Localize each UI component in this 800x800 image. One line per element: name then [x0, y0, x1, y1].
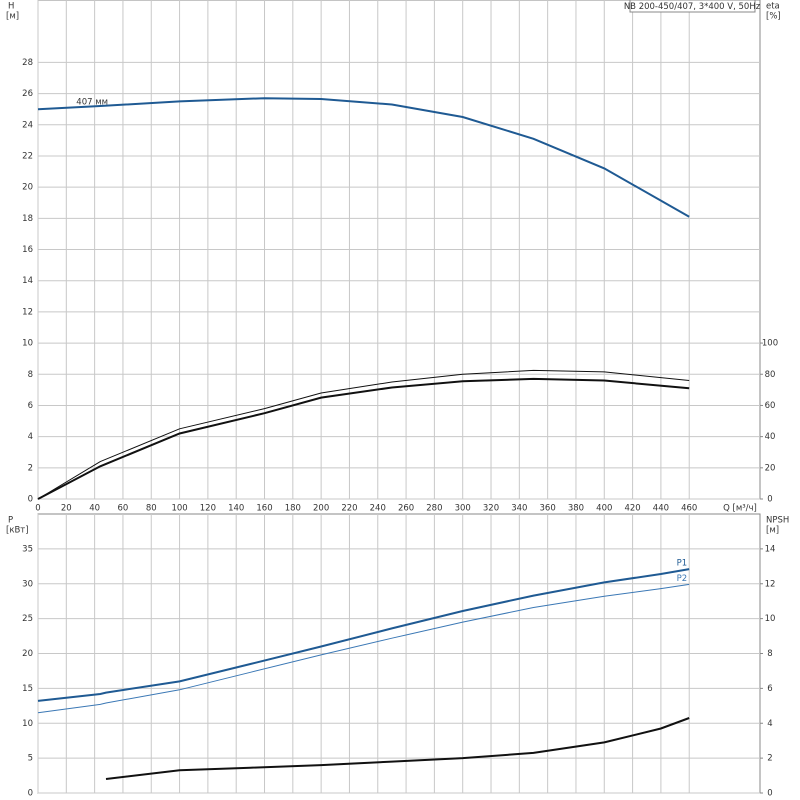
series-label: P2	[677, 574, 688, 584]
y-tick-label: 24	[22, 120, 33, 130]
x-tick-label: 100	[171, 504, 187, 514]
y-tick-label: 10	[22, 339, 33, 349]
y-tick-label: 6	[28, 401, 33, 411]
x-tick-label: 200	[313, 504, 329, 514]
y-label: P	[8, 516, 13, 526]
y-tick-label: 25	[22, 614, 33, 624]
x-tick-label: 380	[568, 504, 584, 514]
x-label: Q [м³/ч]	[723, 504, 757, 514]
y-tick-label: 5	[28, 754, 33, 764]
y-tick-label: 18	[22, 214, 33, 224]
y2-tick-label: 100	[762, 339, 778, 349]
curve	[105, 717, 690, 780]
title-box	[629, 0, 756, 13]
x-tick-label: 140	[228, 504, 244, 514]
y-tick-label: 0	[28, 789, 33, 799]
y2-label: NPSH	[766, 516, 789, 526]
y2-tick-label: 8	[767, 649, 772, 659]
x-tick-label: 20	[61, 504, 72, 514]
y2-unit: [%]	[766, 12, 781, 22]
x-tick-label: 320	[483, 504, 499, 514]
y-tick-label: 0	[28, 495, 33, 505]
x-tick-label: 440	[653, 504, 669, 514]
y2-tick-label: 10	[765, 614, 776, 624]
curve	[37, 583, 690, 714]
y2-tick-label: 60	[765, 401, 776, 411]
y-unit: [м]	[6, 12, 19, 22]
x-tick-label: 240	[370, 504, 386, 514]
x-tick-label: 300	[455, 504, 471, 514]
y-unit: [кВт]	[6, 526, 29, 536]
y2-tick-label: 4	[767, 719, 772, 729]
x-tick-label: 420	[624, 504, 640, 514]
y2-tick-label: 2	[767, 754, 772, 764]
y-tick-label: 8	[28, 370, 33, 380]
y2-tick-label: 0	[767, 495, 772, 505]
y-label: H	[8, 2, 14, 12]
x-tick-label: 220	[341, 504, 357, 514]
x-tick-label: 60	[118, 504, 129, 514]
y2-tick-label: 6	[767, 684, 772, 694]
y2-tick-label: 12	[765, 579, 776, 589]
curve	[37, 377, 690, 500]
x-tick-label: 360	[540, 504, 556, 514]
y2-unit: [м]	[766, 526, 779, 536]
x-tick-label: 80	[146, 504, 157, 514]
y-tick-label: 12	[22, 307, 33, 317]
y-tick-label: 22	[22, 151, 33, 161]
x-tick-label: 280	[426, 504, 442, 514]
x-tick-label: 40	[89, 504, 100, 514]
curve	[37, 369, 690, 500]
y-tick-label: 35	[22, 544, 33, 554]
y-tick-label: 14	[22, 276, 33, 286]
chart-title: NB 200-450/407, 3*400 V, 50Hz	[624, 2, 761, 12]
curve	[37, 97, 690, 218]
x-tick-label: 400	[596, 504, 612, 514]
y2-tick-label: 80	[765, 370, 776, 380]
curve	[37, 568, 690, 702]
y-tick-label: 30	[22, 579, 33, 589]
y2-tick-label: 40	[765, 432, 776, 442]
x-tick-label: 260	[398, 504, 414, 514]
x-tick-label: 120	[200, 504, 216, 514]
y-tick-label: 2	[28, 463, 33, 473]
x-tick-label: 160	[256, 504, 272, 514]
y-tick-label: 16	[22, 245, 33, 255]
y-tick-label: 10	[22, 719, 33, 729]
x-tick-label: 180	[285, 504, 301, 514]
y2-label: eta	[766, 2, 780, 12]
series-label: P1	[677, 559, 688, 569]
x-tick-label: 340	[511, 504, 527, 514]
annotation: 407 мм	[76, 98, 108, 108]
y-tick-label: 26	[22, 89, 33, 99]
x-tick-label: 0	[35, 504, 40, 514]
y-tick-label: 28	[22, 58, 33, 68]
y-tick-label: 4	[28, 432, 33, 442]
x-tick-label: 460	[681, 504, 697, 514]
y2-tick-label: 0	[767, 789, 772, 799]
y2-tick-label: 14	[765, 544, 776, 554]
y2-tick-label: 20	[765, 463, 776, 473]
y-tick-label: 15	[22, 684, 33, 694]
y-tick-label: 20	[22, 183, 33, 193]
y-tick-label: 20	[22, 649, 33, 659]
